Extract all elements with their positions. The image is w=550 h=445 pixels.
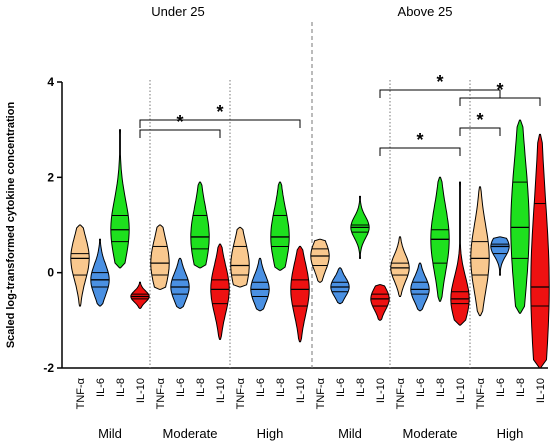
x-tick-label: IL-8 [115, 378, 127, 397]
significance-bracket [379, 89, 501, 98]
violin [270, 181, 290, 271]
x-tick-label: IL-10 [295, 378, 307, 403]
x-tick-label: IL-10 [135, 378, 147, 403]
x-tick-label: TNF-α [475, 377, 487, 409]
significance-star: * [176, 112, 183, 132]
group-label: High [497, 426, 524, 441]
plot-area: -2 0 2 4 TNF-α IL-6 IL-8 IL-10 Mild TNF-α IL-6 IL-8… [43, 22, 550, 441]
violin [130, 281, 150, 309]
x-tick-label: IL-10 [375, 378, 387, 403]
y-tick-label: -2 [43, 361, 54, 375]
x-tick-label: IL-10 [455, 378, 467, 403]
y-tick-label: 2 [47, 170, 54, 184]
x-tick-label: TNF-α [315, 377, 327, 409]
group-label: High [257, 426, 284, 441]
significance-bracket [379, 147, 461, 156]
x-tick-label: IL-8 [195, 378, 207, 397]
violin [170, 257, 190, 309]
violin [110, 129, 130, 269]
x-tick-label: TNF-α [155, 377, 167, 409]
x-tick-label: IL-10 [535, 378, 547, 403]
significance-star: * [496, 80, 503, 100]
significance-bracket [459, 127, 501, 136]
x-tick-label: IL-8 [515, 378, 527, 397]
x-tick-label: IL-10 [215, 378, 227, 403]
x-tick-label: TNF-α [395, 377, 407, 409]
violin [370, 284, 390, 321]
x-tick-label: TNF-α [235, 377, 247, 409]
panel-title-under-25: Under 25 [151, 4, 204, 19]
x-tick-label: IL-6 [495, 378, 507, 397]
significance-star: * [416, 130, 423, 150]
significance-star: * [216, 102, 223, 122]
group-label: Moderate [403, 426, 458, 441]
x-tick-label: IL-6 [335, 378, 347, 397]
violin [490, 236, 510, 276]
violin [470, 186, 490, 317]
violin [310, 238, 330, 283]
y-axis-label: Scaled log-transformed cytokine concentr… [5, 102, 17, 349]
x-tick-label: IL-8 [355, 378, 367, 397]
violin [330, 267, 350, 305]
violin [190, 181, 210, 269]
violin [210, 243, 230, 340]
violin [290, 245, 310, 343]
x-tick-label: TNF-α [75, 377, 87, 409]
group-label: Moderate [163, 426, 218, 441]
significance-star: * [436, 72, 443, 92]
violin [250, 257, 270, 312]
group-label: Mild [98, 426, 122, 441]
violin [530, 133, 550, 369]
significance-bracket [139, 129, 221, 138]
significance-star: * [476, 110, 483, 130]
x-tick-label: IL-6 [415, 378, 427, 397]
significance-bracket [459, 97, 541, 106]
x-tick-label: IL-6 [255, 378, 267, 397]
x-tick-label: IL-8 [435, 378, 447, 397]
violin [390, 236, 410, 297]
violin [450, 181, 470, 326]
violin [410, 262, 430, 312]
x-tick-label: IL-8 [275, 378, 287, 397]
violin [70, 224, 90, 307]
panel-title-above-25: Above 25 [398, 4, 453, 19]
x-tick-label: IL-6 [175, 378, 187, 397]
violin [510, 119, 530, 314]
significance-bracket [139, 119, 301, 128]
x-tick-label: IL-6 [95, 378, 107, 397]
y-tick-label: 4 [47, 75, 54, 89]
violin [150, 224, 170, 290]
group-label: Mild [338, 426, 362, 441]
violin [230, 226, 250, 288]
y-tick-label: 0 [47, 266, 54, 280]
